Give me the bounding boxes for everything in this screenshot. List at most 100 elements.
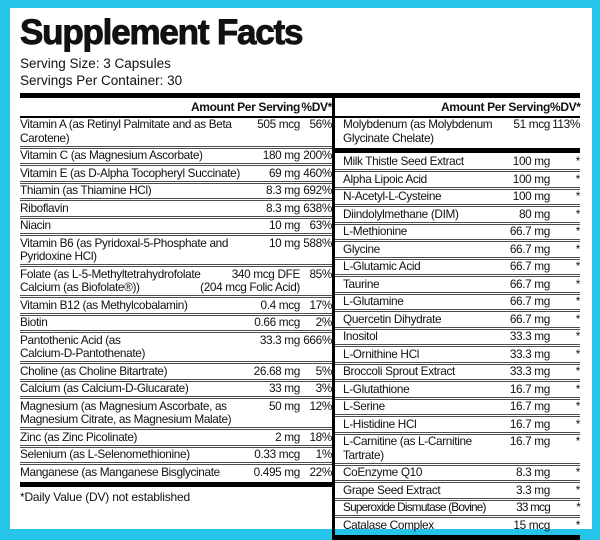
right-bottom-rows: Milk Thistle Seed Extract 100 mg * Alpha Li… (335, 155, 581, 533)
servings-per-container: Servings Per Container: 30 (20, 73, 183, 89)
table-row: L-Carnitine (as L-Carnitine Tartrate) 16.… (335, 431, 580, 463)
table-row-line: Calcium (as Biofolate®)) (204 mcg Folic A… (20, 281, 332, 295)
ingredient-dv: 5% (315, 363, 333, 378)
table-row: Alpha Lipoic Acid 100 mg * (335, 169, 580, 187)
table-row: L-Glutamine 66.7 mg * (335, 291, 580, 310)
table-row: Riboflavin 8.3 mg 638% (20, 198, 332, 216)
table-row: Folate (as L-5-Methyltetrahydrofolate 340… (20, 264, 332, 295)
table-row: Choline (as Choline Bitartrate) 26.68 mg 5… (20, 361, 332, 379)
ingredient-dv: * (575, 517, 581, 532)
table-row: Magnesium (as Magnesium Ascorbate, as Ma… (20, 396, 332, 427)
ingredient-name: L-Glutamine (343, 294, 404, 309)
ingredient-name: Taurine (343, 276, 380, 291)
ingredient-name: N-Acetyl-L-Cysteine (343, 189, 442, 204)
left-column: Amount Per Serving %DV* Vitamin A (as Re… (20, 98, 332, 504)
ingredient-dv: * (575, 329, 581, 344)
right-column-header: Amount Per Serving %DV* (335, 98, 581, 118)
ingredient-dv: * (575, 482, 581, 497)
ingredient-name: Diindolylmethane (DIM) (343, 206, 459, 221)
table-row: Thiamin (as Thiamine HCl) 8.3 mg 692% (20, 180, 332, 199)
ingredient-name: Superoxide Dismutase (Bovine) (343, 500, 487, 515)
ingredient-amount: 10 mg (268, 218, 300, 233)
ingredient-dv: 666% (303, 332, 332, 347)
ingredient-dv: 22% (309, 464, 332, 479)
ingredient-amount: 51 mcg (513, 117, 550, 132)
ingredient-name: Vitamin B12 (as Methylcobalamin) (20, 297, 188, 312)
ingredient-dv: * (575, 381, 581, 396)
table-row: L-Methionine 66.7 mg * (335, 221, 581, 240)
table-row: Niacin 10 mg 63% (20, 215, 332, 234)
ingredient-name: Inositol (343, 329, 378, 344)
right-column: Amount Per Serving %DV* Molybdenum (as M… (332, 98, 581, 540)
amount-per-serving-header: Amount Per Serving (440, 100, 550, 115)
ingredient-dv: 63% (309, 218, 332, 233)
ingredient-dv: 1% (315, 447, 333, 462)
table-row: Pantothenic Acid (as Calcium‑D‑Pantothen… (20, 330, 332, 361)
ingredient-amount: 80 mg (518, 206, 550, 221)
ingredient-dv: 638% (303, 200, 332, 215)
ingredient-name: Magnesium (as Magnesium Ascorbate, as Ma… (20, 398, 232, 427)
ingredient-amount: 8.3 mg (266, 183, 300, 198)
ingredient-dv: 113% (552, 117, 580, 132)
ingredient-name: L-Glutathione (343, 381, 410, 396)
table-row: Vitamin E (as D-Alpha Tocopheryl Succina… (20, 163, 332, 181)
ingredient-dv: 460% (303, 165, 332, 180)
ingredient-name: Folate (as L-5-Methyltetrahydrofolate (20, 266, 201, 281)
table-row: L-Ornithine HCl 33.3 mg * (335, 344, 580, 362)
ingredient-amount: 100 mg (512, 171, 551, 186)
ingredient-dv: * (576, 500, 581, 515)
ingredient-dv: 56% (309, 117, 332, 132)
right-top-rows: Molybdenum (as Molybdenum Glycinate Chel… (335, 117, 580, 146)
ingredient-name: Selenium (as L-Selenomethionine) (20, 447, 190, 462)
ingredient-name: L-Ornithine HCl (343, 346, 420, 361)
left-column-header: Amount Per Serving %DV* (20, 98, 332, 118)
ingredient-name: Pantothenic Acid (as Calcium‑D‑Pantothen… (20, 332, 146, 361)
table-row: Molybdenum (as Molybdenum Glycinate Chel… (335, 117, 580, 146)
ingredient-name: L-Histidine HCl (343, 416, 417, 431)
table-row: Superoxide Dismutase (Bovine) 33 mcg * (335, 497, 581, 516)
ingredient-amount: 50 mg (268, 398, 300, 413)
ingredient-name: Choline (as Choline Bitartrate) (20, 363, 168, 378)
table-row: Vitamin B12 (as Methylcobalamin) 0.4 mcg 1… (20, 295, 332, 313)
ingredient-amount: 0.4 mcg (260, 297, 300, 312)
label-title: Supplement Facts (20, 13, 304, 53)
ingredient-dv: * (575, 206, 581, 221)
table-row: Milk Thistle Seed Extract 100 mg * (335, 155, 580, 170)
ingredient-dv: * (575, 224, 581, 239)
ingredient-amount: 66.7 mg (509, 276, 551, 291)
table-row-line: Folate (as L-5-Methyltetrahydrofolate 340… (20, 266, 332, 282)
right-mid-bar (335, 147, 580, 153)
table-row: Biotin 0.66 mcg 2% (20, 312, 332, 331)
left-rows: Vitamin A (as Retinyl Palmitate and as B… (20, 117, 333, 480)
table-row: Zinc (as Zinc Picolinate) 2 mg 18% (20, 427, 332, 445)
ingredient-amount: 16.7 mg (509, 434, 551, 449)
facts-table: Amount Per Serving %DV* Vitamin A (as Re… (20, 98, 581, 540)
ingredient-name: Calcium (as Biofolate®)) (20, 280, 140, 295)
ingredient-dv: 18% (309, 429, 332, 444)
table-row: L-Histidine HCl 16.7 mg * (335, 414, 580, 432)
ingredient-amount: 16.7 mg (509, 381, 551, 396)
ingredient-name: Grape Seed Extract (343, 482, 441, 497)
ingredient-dv: * (575, 189, 581, 204)
daily-value-footnote: *Daily Value (DV) not established (20, 489, 190, 504)
ingredient-name: Calcium (as Calcium-D-Glucarate) (20, 381, 189, 396)
ingredient-name: CoEnzyme Q10 (343, 465, 423, 480)
table-row: Inositol 33.3 mg * (335, 326, 581, 345)
ingredient-name: Vitamin A (as Retinyl Palmitate and as B… (20, 117, 232, 145)
table-row: CoEnzyme Q10 8.3 mg * (335, 462, 580, 481)
ingredient-amount: 69 mg (268, 165, 300, 180)
ingredient-dv: 200% (303, 148, 332, 163)
ingredient-dv: * (575, 311, 581, 326)
table-row: Vitamin B6 (as Pyridoxal-5-Phosphate and… (20, 233, 332, 264)
ingredient-name: Manganese (as Manganese Bisglycinate (20, 464, 220, 479)
ingredient-name: Thiamin (as Thiamine HCl) (20, 183, 152, 198)
table-row: Vitamin C (as Magnesium Ascorbate) 180 mg… (20, 145, 332, 164)
table-row: N-Acetyl-L-Cysteine 100 mg * (335, 186, 581, 205)
ingredient-name: Alpha Lipoic Acid (343, 171, 427, 186)
ingredient-name: Vitamin C (as Magnesium Ascorbate) (20, 148, 203, 163)
table-row: L-Serine 16.7 mg * (335, 396, 580, 415)
ingredient-name: L-Carnitine (as L-Carnitine Tartrate) (343, 434, 472, 462)
ingredient-amount: 0.495 mg (253, 464, 301, 479)
ingredient-name: Vitamin E (as D-Alpha Tocopheryl Succina… (20, 165, 240, 180)
ingredient-name: L-Methionine (343, 224, 408, 239)
